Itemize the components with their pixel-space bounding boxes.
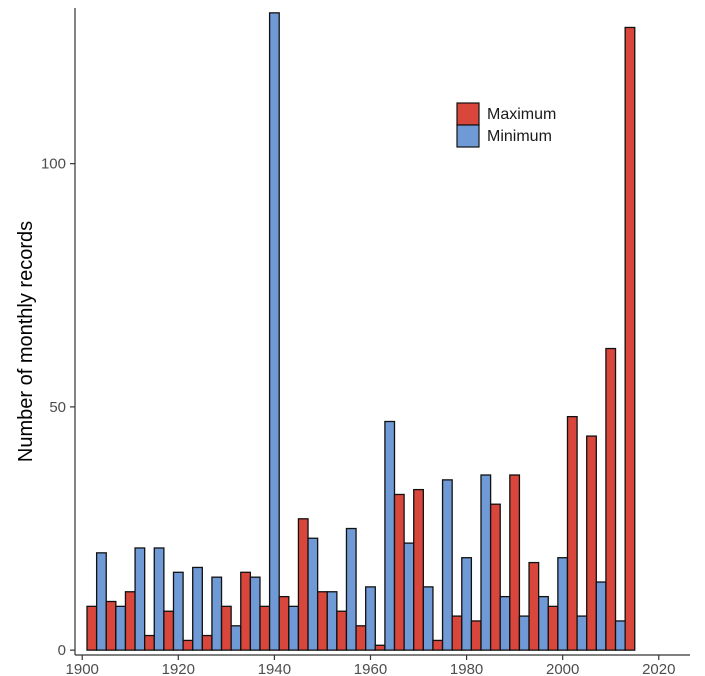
bar-maximum-2009 (605, 347, 617, 651)
bar-minimum-1901 (95, 552, 107, 651)
x-tick-label: 2020 (642, 661, 675, 676)
bar-maximum-1917 (163, 610, 175, 651)
y-tick-label: 0 (58, 642, 66, 659)
x-tick-label: 1900 (66, 661, 99, 676)
bar-maximum-1925 (201, 634, 213, 651)
bar-maximum-1981 (470, 620, 482, 651)
bar-minimum-1957 (365, 586, 376, 651)
bar-minimum-2009 (614, 620, 626, 651)
y-axis-title: Number of monthly records (15, 221, 37, 462)
bar-minimum-1913 (153, 547, 165, 651)
bar-maximum-1929 (220, 605, 232, 651)
bar-minimum-1925 (211, 576, 223, 651)
legend: Maximum Minimum (456, 102, 556, 148)
bar-minimum-1949 (326, 591, 338, 651)
bar-maximum-1913 (144, 634, 155, 651)
bar-maximum-1961 (374, 644, 386, 651)
bar-minimum-1997 (557, 557, 569, 651)
legend-label-minimum: Minimum (487, 128, 552, 145)
bar-minimum-1905 (115, 605, 127, 651)
bar-maximum-1973 (432, 639, 444, 651)
bar-minimum-2005 (595, 581, 607, 651)
bar-minimum-1969 (422, 586, 434, 651)
x-tick-label: 2000 (546, 661, 579, 676)
bar-maximum-1989 (509, 474, 521, 651)
bar-minimum-1985 (499, 595, 511, 651)
bar-minimum-1989 (518, 615, 530, 651)
legend-key-maximum (456, 102, 480, 126)
bar-maximum-1953 (336, 610, 348, 651)
bar-maximum-1949 (316, 591, 328, 651)
bar-maximum-1993 (528, 561, 540, 651)
bar-maximum-1997 (547, 605, 559, 651)
bar-minimum-2001 (576, 615, 588, 651)
y-axis-ticks: 0 50 100 (41, 156, 75, 659)
bar-minimum-1961 (384, 420, 396, 651)
bar-maximum-1933 (240, 571, 252, 651)
bar-maximum-1969 (413, 488, 424, 651)
plot-area (86, 12, 636, 651)
x-tick-label: 1940 (258, 661, 291, 676)
bar-minimum-1917 (172, 571, 184, 651)
bar-minimum-1981 (480, 474, 492, 651)
bar-maximum-1985 (489, 503, 501, 651)
x-tick-label: 1960 (354, 661, 387, 676)
y-tick-label: 50 (49, 399, 66, 416)
bar-maximum-2013 (624, 26, 636, 651)
bar-minimum-1945 (307, 537, 319, 651)
x-tick-label: 1980 (450, 661, 483, 676)
bar-maximum-1909 (124, 591, 136, 651)
bar-maximum-2001 (566, 415, 578, 651)
bar-minimum-1909 (134, 547, 146, 651)
x-tick-label: 1920 (162, 661, 195, 676)
x-axis-ticks: 1900 1920 1940 1960 1980 2000 2020 (66, 655, 675, 676)
bar-maximum-2005 (586, 435, 597, 651)
bar-minimum-1921 (192, 566, 203, 651)
bar-minimum-1929 (230, 625, 242, 651)
bar-maximum-1945 (297, 518, 309, 651)
bar-maximum-1941 (278, 595, 290, 651)
bar-minimum-1937 (268, 12, 280, 651)
bar-maximum-1965 (393, 493, 405, 651)
bar-maximum-1977 (451, 615, 463, 651)
bar-minimum-1977 (461, 557, 473, 651)
bar-maximum-1901 (86, 605, 98, 651)
bar-maximum-1921 (182, 639, 194, 651)
bar-maximum-1937 (259, 605, 271, 651)
bar-minimum-1953 (345, 527, 357, 651)
bar-minimum-1933 (249, 576, 261, 651)
bar-minimum-1941 (288, 605, 300, 651)
bar-maximum-1957 (355, 625, 367, 651)
legend-key-minimum (456, 124, 480, 148)
bar-minimum-1973 (441, 479, 453, 651)
bar-minimum-1993 (538, 595, 549, 651)
bar-minimum-1965 (403, 542, 415, 651)
y-tick-label: 100 (41, 156, 66, 173)
bar-maximum-1905 (105, 600, 117, 651)
legend-label-maximum: Maximum (487, 106, 556, 123)
